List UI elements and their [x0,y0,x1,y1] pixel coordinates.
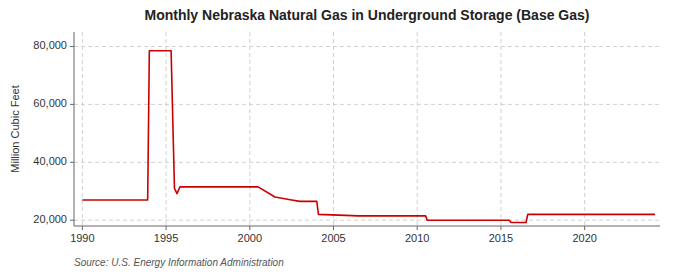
grid-line [584,32,585,226]
x-axis-line [74,226,660,227]
grid-line [74,104,660,105]
grid-line [166,32,167,226]
tick [70,46,74,47]
tick-label: 2005 [321,232,345,244]
tick-label: 60,000 [33,97,67,109]
grid-line [74,220,660,221]
tick [417,226,418,230]
y-axis-line [74,32,75,226]
tick [584,226,585,230]
tick [500,226,501,230]
tick-label: 40,000 [33,155,67,167]
source: Source: U.S. Energy Information Administ… [74,257,284,268]
tick-label: 1990 [70,232,94,244]
grid-line [417,32,418,226]
title: Monthly Nebraska Natural Gas in Undergro… [145,7,590,23]
tick [82,226,83,230]
tick-label: 2000 [238,232,262,244]
tick [333,226,334,230]
grid-line [500,32,501,226]
tick [249,226,250,230]
tick-label: 2020 [572,232,596,244]
line [82,51,655,223]
tick-label: 2010 [405,232,429,244]
tick [70,104,74,105]
tick-label: 1995 [154,232,178,244]
tick-label: 20,000 [33,213,67,225]
grid [74,32,660,226]
tick [70,162,74,163]
plot-area [82,51,655,223]
tick-label: 80,000 [33,39,67,51]
grid-line [74,46,660,47]
grid-line [249,32,250,226]
tick [166,226,167,230]
tick-label: 2015 [489,232,513,244]
chart: 20,000 40,000 60,000 80,000 1990 1995 2000 2005… [0,0,675,275]
grid-line [74,162,660,163]
tick [70,220,74,221]
grid-line [333,32,334,226]
grid-line [82,32,83,226]
y-axis-label: Million Cubic Feet [9,85,21,172]
axes: 20,000 40,000 60,000 80,000 1990 1995 2000 2005… [33,32,660,244]
